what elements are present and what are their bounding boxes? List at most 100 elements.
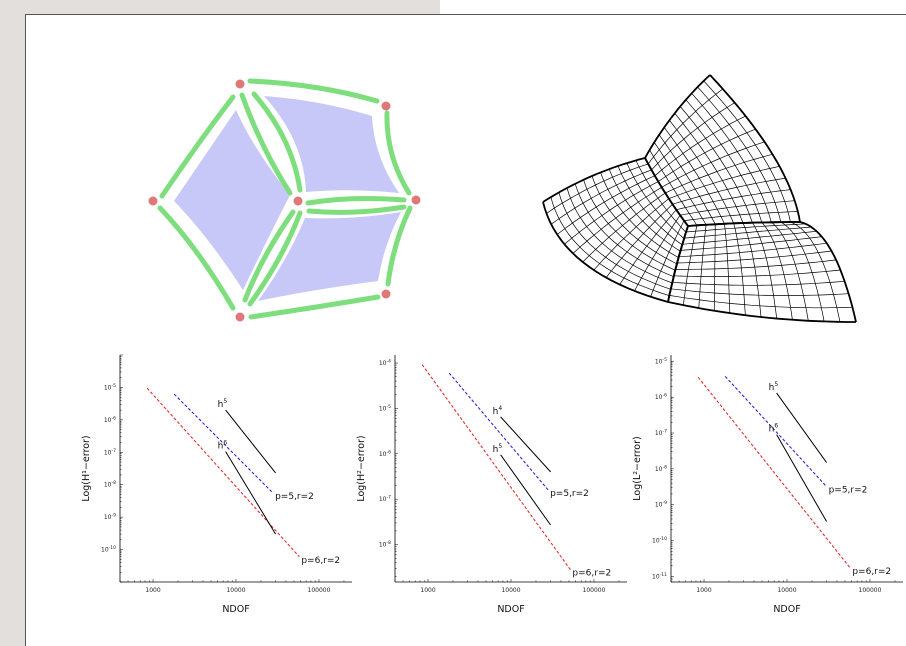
mesh-grid-line	[550, 169, 652, 225]
y-tick-label: 10-8	[104, 480, 116, 489]
convergence-plot-3: 1000 10000 100000 10-5 10-6 10-7 10-8 10-9 10-10…	[632, 355, 903, 615]
patch-top-right	[264, 96, 399, 193]
mesh-grid-line	[665, 153, 773, 194]
x-tick-label: 10000	[777, 587, 796, 594]
vertex	[235, 312, 245, 322]
y-axis-label: Log(L²−error)	[632, 436, 643, 500]
patch-left	[174, 110, 290, 290]
x-tick-label: 1000	[145, 587, 160, 594]
series-label: p=5,r=2	[550, 489, 589, 499]
y-tick-label: 10-4	[379, 358, 391, 367]
y-tick-label: 10-6	[655, 393, 667, 402]
mesh-grid-line	[667, 301, 856, 323]
vertex	[148, 196, 158, 206]
mesh-grid-line	[654, 142, 707, 225]
series-label: p=6,r=2	[301, 556, 340, 566]
vertex	[235, 79, 245, 89]
y-tick-label: 10-10	[101, 545, 116, 554]
edge-top	[247, 78, 380, 104]
x-tick-label: 1000	[420, 587, 435, 594]
x-tick-label: 10000	[226, 587, 245, 594]
slope-reference-line	[776, 434, 828, 522]
mesh-grid-line	[672, 280, 845, 286]
convergence-plot-1: 1000 10000 100000 10-5 10-6 10-7 10-8 10-9 10-10…	[81, 354, 352, 615]
mesh-grid-line	[679, 106, 753, 223]
slope-label: h5	[493, 443, 503, 455]
mesh-grid-line	[709, 74, 801, 223]
mesh-grid-line	[771, 222, 809, 321]
slope-label: h5	[218, 398, 228, 410]
vertex	[381, 289, 391, 299]
y-tick-label: 10-8	[655, 464, 667, 473]
mesh-grid-line	[600, 172, 679, 259]
y-tick-label: 10-9	[104, 513, 116, 522]
paper-page	[25, 14, 906, 646]
edge-interface-mid-a	[305, 196, 407, 206]
mesh-grid-line	[542, 201, 669, 303]
patch-bottom-right	[258, 212, 401, 301]
x-axis-label: NDOF	[497, 604, 524, 615]
mesh-grid-line	[713, 224, 716, 311]
y-tick-label: 10-5	[104, 383, 116, 392]
x-tick-label: 10000	[501, 587, 520, 594]
mesh-grid-line	[546, 163, 649, 214]
slope-label: h5	[769, 381, 779, 393]
background-gutter-top	[0, 0, 440, 14]
y-tick-label: 10-6	[379, 449, 391, 458]
mesh-grid-line	[550, 197, 670, 297]
series-line	[173, 393, 274, 494]
mesh-grid-line	[799, 221, 857, 323]
x-axis-label: NDOF	[222, 604, 249, 615]
slope-label: h6	[769, 423, 779, 435]
slope-reference-line	[225, 451, 277, 535]
x-tick-label: 100000	[308, 587, 331, 594]
edge-outer-upper-left	[159, 94, 236, 199]
mesh-grid-line	[673, 269, 841, 277]
mesh-grid-line	[752, 222, 778, 319]
y-tick-label: 10-9	[655, 500, 667, 509]
edge-interface-bottom-a	[247, 210, 303, 307]
mesh-grid-line	[658, 128, 756, 182]
series-label: p=5,r=2	[829, 486, 868, 496]
series-line	[421, 364, 571, 571]
slope-reference-line	[500, 416, 551, 473]
mesh-grid-line	[644, 74, 711, 159]
mesh-grid-line	[542, 157, 646, 203]
x-tick-label: 1000	[696, 587, 711, 594]
mesh-grid-line	[647, 88, 724, 165]
vertex	[381, 101, 391, 111]
mesh-grid-line	[669, 295, 853, 309]
mesh-grid-line	[675, 259, 837, 270]
slope-reference-line	[225, 409, 276, 474]
mesh-grid-line	[790, 221, 841, 322]
vertex	[411, 195, 421, 205]
series-line	[448, 372, 549, 491]
y-tick-label: 10-6	[104, 415, 116, 424]
x-tick-label: 100000	[583, 587, 606, 594]
mesh-grid-line	[697, 86, 782, 223]
mesh-diagram	[542, 74, 857, 323]
mesh-grid-line	[703, 80, 791, 223]
slope-label: h6	[218, 440, 228, 452]
mesh-grid-line	[698, 224, 707, 309]
vertex	[293, 196, 303, 206]
edge-interface-left-b	[242, 209, 296, 303]
mesh-grid-line	[733, 223, 746, 316]
y-tick-label: 10-5	[655, 357, 667, 366]
edge-outer-right-upper	[384, 110, 412, 196]
edge-outer-right-lower	[385, 205, 413, 287]
edge-outer-lower-left	[157, 205, 236, 311]
background-gutter-left	[0, 0, 25, 646]
edge-interface-mid-b	[306, 204, 407, 215]
y-tick-label: 10-11	[652, 572, 667, 581]
convergence-plot-2: 1000 10000 100000 10-4 10-5 10-6 10-7 10-8 NDOF L…	[356, 355, 627, 615]
series-label: p=5,r=2	[275, 492, 314, 502]
x-tick-label: 100000	[859, 587, 882, 594]
x-axis-label: NDOF	[773, 604, 800, 615]
convergence-plots: 1000 10000 100000 10-5 10-6 10-7 10-8 10-9 10-10…	[81, 354, 903, 615]
slope-reference-line	[776, 392, 827, 463]
series-line	[724, 376, 827, 487]
y-tick-label: 10-7	[379, 495, 391, 504]
edge-bottom	[248, 294, 381, 320]
edge-interface-top-a	[251, 91, 303, 193]
